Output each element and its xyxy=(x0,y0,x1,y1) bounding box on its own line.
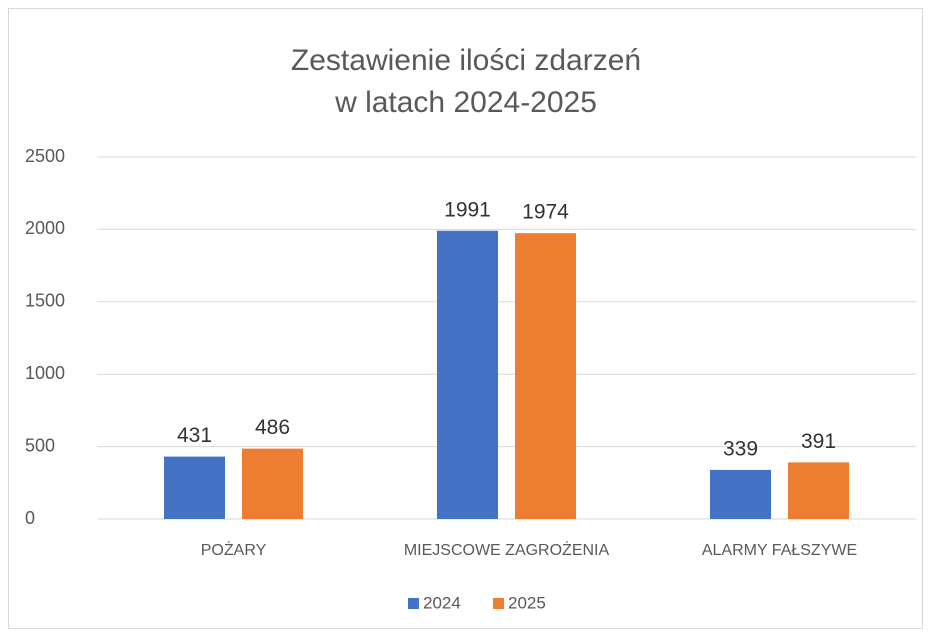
data-label: 1974 xyxy=(522,201,569,224)
data-label: 339 xyxy=(723,437,758,460)
bar xyxy=(164,456,225,519)
bar xyxy=(710,469,771,519)
y-tick-label: 2000 xyxy=(25,218,65,238)
data-label: 1991 xyxy=(444,198,491,221)
y-tick-label: 1000 xyxy=(25,363,65,383)
bar xyxy=(788,462,849,519)
x-tick-label: POŻARY xyxy=(201,540,267,559)
data-label: 486 xyxy=(255,416,290,439)
legend-label: 2025 xyxy=(508,593,546,612)
data-label: 391 xyxy=(801,430,836,453)
x-tick-label: ALARMY FAŁSZYWE xyxy=(702,542,857,559)
bar xyxy=(437,230,498,520)
y-tick-label: 0 xyxy=(25,508,35,528)
bar xyxy=(515,233,576,519)
y-tick-label: 500 xyxy=(25,435,55,455)
legend-swatch xyxy=(408,598,419,609)
chart-title: Zestawienie ilości zdarzeń xyxy=(291,44,641,77)
data-label: 431 xyxy=(177,424,212,447)
chart-title: w latach 2024-2025 xyxy=(334,86,597,119)
x-tick-label: MIEJSCOWE ZAGROŻENIA xyxy=(404,540,610,559)
legend-swatch xyxy=(493,598,504,609)
y-tick-label: 2500 xyxy=(25,146,65,166)
y-tick-label: 1500 xyxy=(25,291,65,311)
legend-label: 2024 xyxy=(423,593,461,612)
bar xyxy=(242,448,303,519)
